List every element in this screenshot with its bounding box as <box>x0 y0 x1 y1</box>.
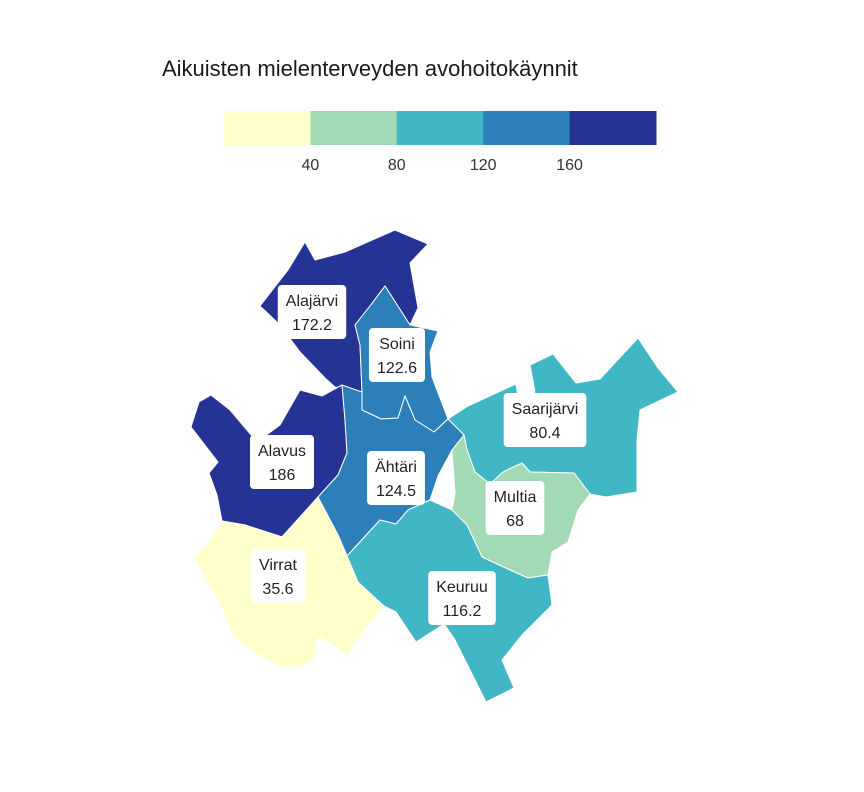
legend-tick-label: 80 <box>388 157 406 174</box>
legend-swatch <box>396 111 484 145</box>
legend-tick-label: 40 <box>302 157 320 174</box>
region-name-label: Multia <box>494 489 537 506</box>
region-value-label: 124.5 <box>376 483 416 500</box>
label-ahtari: Ähtäri 124.5 <box>367 451 425 505</box>
legend-tick-label: 120 <box>470 157 497 174</box>
label-box <box>367 451 425 505</box>
label-multia: Multia 68 <box>485 481 545 535</box>
label-alajarvi: Alajärvi 172.2 <box>277 285 347 339</box>
label-box <box>485 481 545 535</box>
region-value-label: 122.6 <box>377 360 417 377</box>
legend-swatch <box>310 111 398 145</box>
chart-title: Aikuisten mielenterveyden avohoitokäynni… <box>162 56 578 81</box>
region-name-label: Saarijärvi <box>512 401 579 418</box>
label-virrat: Virrat 35.6 <box>251 549 305 603</box>
legend-swatch <box>483 111 571 145</box>
region-name-label: Virrat <box>259 557 297 574</box>
region-value-label: 172.2 <box>292 317 332 334</box>
label-soini: Soini 122.6 <box>368 328 426 382</box>
region-value-label: 80.4 <box>529 425 560 442</box>
label-saarijarvi: Saarijärvi 80.4 <box>503 393 587 447</box>
region-value-label: 116.2 <box>443 603 482 620</box>
legend-swatch <box>224 111 311 145</box>
label-box <box>368 328 426 382</box>
region-name-label: Alajärvi <box>286 293 338 310</box>
region-value-label: 186 <box>269 467 296 484</box>
label-box <box>428 571 496 625</box>
region-name-label: Alavus <box>258 443 306 460</box>
region-labels: Alajärvi 172.2 Soini 122.6 Saarijärvi 80.4 Ala… <box>249 285 587 625</box>
region-value-label: 35.6 <box>262 581 293 598</box>
label-box <box>503 393 587 447</box>
region-value-label: 68 <box>506 513 524 530</box>
label-alavus: Alavus 186 <box>249 435 315 489</box>
region-name-label: Ähtäri <box>375 458 417 476</box>
region-name-label: Keuruu <box>436 579 488 596</box>
legend-swatch <box>569 111 657 145</box>
label-box <box>277 285 347 339</box>
label-keuruu: Keuruu 116.2 <box>428 571 496 625</box>
legend-tick-label: 160 <box>556 157 583 174</box>
region-name-label: Soini <box>379 336 415 353</box>
label-box <box>249 435 315 489</box>
label-box <box>251 549 305 603</box>
color-legend: 40 80 120 160 <box>224 111 657 174</box>
